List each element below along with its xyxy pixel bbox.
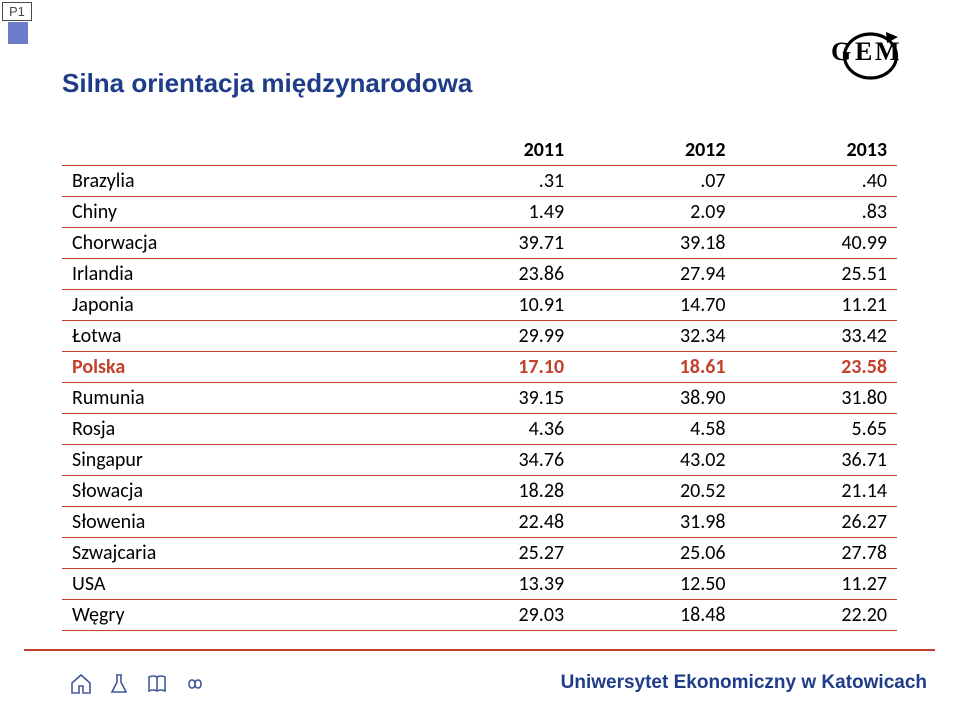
cell-value: 31.80	[736, 383, 897, 414]
cell-value: 1.49	[413, 197, 574, 228]
row-label: Singapur	[62, 445, 413, 476]
book-icon	[144, 672, 170, 696]
table-row: Singapur34.7643.0236.71	[62, 445, 897, 476]
table-row: Szwajcaria25.2725.0627.78	[62, 538, 897, 569]
col-year: 2011	[413, 135, 574, 166]
infinity-icon	[182, 672, 208, 696]
cell-value: .83	[736, 197, 897, 228]
table-row: Węgry29.0318.4822.20	[62, 600, 897, 631]
cell-value: 38.90	[574, 383, 735, 414]
cell-value: 12.50	[574, 569, 735, 600]
cell-value: 43.02	[574, 445, 735, 476]
col-label	[62, 135, 413, 166]
row-label: Polska	[62, 352, 413, 383]
row-label: Szwajcaria	[62, 538, 413, 569]
row-label: Łotwa	[62, 321, 413, 352]
cell-value: 25.27	[413, 538, 574, 569]
col-year: 2012	[574, 135, 735, 166]
table-row: Słowenia22.4831.9826.27	[62, 507, 897, 538]
row-label: Rumunia	[62, 383, 413, 414]
cell-value: .31	[413, 166, 574, 197]
row-label: Chorwacja	[62, 228, 413, 259]
table-row: Rumunia39.1538.9031.80	[62, 383, 897, 414]
cell-value: 4.58	[574, 414, 735, 445]
cell-value: 23.58	[736, 352, 897, 383]
cell-value: 22.48	[413, 507, 574, 538]
cell-value: 36.71	[736, 445, 897, 476]
cell-value: 27.78	[736, 538, 897, 569]
footer-text: Uniwersytet Ekonomiczny w Katowicach	[561, 672, 927, 694]
cell-value: 10.91	[413, 290, 574, 321]
cell-value: 13.39	[413, 569, 574, 600]
cell-value: 40.99	[736, 228, 897, 259]
cell-value: 27.94	[574, 259, 735, 290]
row-label: Rosja	[62, 414, 413, 445]
table-header-row: 201120122013	[62, 135, 897, 166]
cell-value: 32.34	[574, 321, 735, 352]
table-row: Chiny1.492.09.83	[62, 197, 897, 228]
cell-value: 20.52	[574, 476, 735, 507]
footer: Uniwersytet Ekonomiczny w Katowicach	[0, 660, 959, 708]
cell-value: 14.70	[574, 290, 735, 321]
table-row: Irlandia23.8627.9425.51	[62, 259, 897, 290]
cell-value: 31.98	[574, 507, 735, 538]
cell-value: 34.76	[413, 445, 574, 476]
data-table-container: 201120122013 Brazylia.31.07.40Chiny1.492…	[62, 135, 897, 631]
cell-value: 4.36	[413, 414, 574, 445]
flask-icon	[106, 672, 132, 696]
cell-value: 29.03	[413, 600, 574, 631]
row-label: Słowacja	[62, 476, 413, 507]
row-label: Irlandia	[62, 259, 413, 290]
table-row: Słowacja18.2820.5221.14	[62, 476, 897, 507]
table-row: Japonia10.9114.7011.21	[62, 290, 897, 321]
tag-accent-bar	[8, 22, 28, 44]
cell-value: 5.65	[736, 414, 897, 445]
cell-value: 26.27	[736, 507, 897, 538]
cell-value: .07	[574, 166, 735, 197]
row-label: Brazylia	[62, 166, 413, 197]
gem-logo: G E M	[825, 28, 917, 84]
cell-value: 18.28	[413, 476, 574, 507]
cell-value: 29.99	[413, 321, 574, 352]
table-row: Rosja4.364.585.65	[62, 414, 897, 445]
table-body: Brazylia.31.07.40Chiny1.492.09.83Chorwac…	[62, 166, 897, 631]
table-row: Chorwacja39.7139.1840.99	[62, 228, 897, 259]
page-title: Silna orientacja międzynarodowa	[62, 68, 472, 99]
cell-value: 39.71	[413, 228, 574, 259]
row-label: Japonia	[62, 290, 413, 321]
cell-value: 2.09	[574, 197, 735, 228]
cell-value: 21.14	[736, 476, 897, 507]
table-row: Polska17.1018.6123.58	[62, 352, 897, 383]
home-icon	[68, 672, 94, 696]
cell-value: 11.27	[736, 569, 897, 600]
table-row: Łotwa29.9932.3433.42	[62, 321, 897, 352]
table-row: USA13.3912.5011.27	[62, 569, 897, 600]
footer-divider	[24, 649, 935, 651]
row-label: Chiny	[62, 197, 413, 228]
cell-value: 23.86	[413, 259, 574, 290]
col-year: 2013	[736, 135, 897, 166]
svg-text:E: E	[855, 37, 872, 66]
cell-value: 39.18	[574, 228, 735, 259]
cell-value: 25.06	[574, 538, 735, 569]
slide-tag: P1	[2, 2, 32, 21]
cell-value: 39.15	[413, 383, 574, 414]
svg-text:G: G	[831, 37, 851, 66]
data-table: 201120122013 Brazylia.31.07.40Chiny1.492…	[62, 135, 897, 631]
table-row: Brazylia.31.07.40	[62, 166, 897, 197]
cell-value: 17.10	[413, 352, 574, 383]
cell-value: 18.48	[574, 600, 735, 631]
footer-icons	[68, 672, 208, 696]
cell-value: 22.20	[736, 600, 897, 631]
row-label: Węgry	[62, 600, 413, 631]
cell-value: 25.51	[736, 259, 897, 290]
cell-value: 11.21	[736, 290, 897, 321]
row-label: Słowenia	[62, 507, 413, 538]
cell-value: .40	[736, 166, 897, 197]
cell-value: 18.61	[574, 352, 735, 383]
cell-value: 33.42	[736, 321, 897, 352]
row-label: USA	[62, 569, 413, 600]
